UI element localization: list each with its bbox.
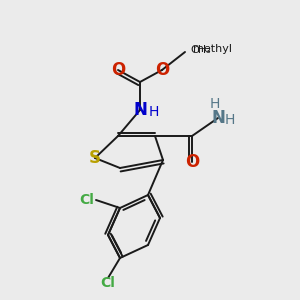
Text: methyl: methyl [193, 44, 232, 54]
Text: O: O [111, 61, 125, 79]
Text: H: H [149, 105, 159, 119]
Text: O: O [155, 61, 169, 79]
Text: S: S [89, 149, 101, 167]
Text: N: N [133, 101, 147, 119]
Text: H: H [225, 113, 235, 127]
Text: CH₃: CH₃ [190, 45, 211, 55]
Text: N: N [211, 109, 225, 127]
Text: O: O [185, 153, 199, 171]
Text: Cl: Cl [79, 193, 94, 207]
Text: H: H [210, 97, 220, 111]
Text: Cl: Cl [100, 276, 116, 290]
